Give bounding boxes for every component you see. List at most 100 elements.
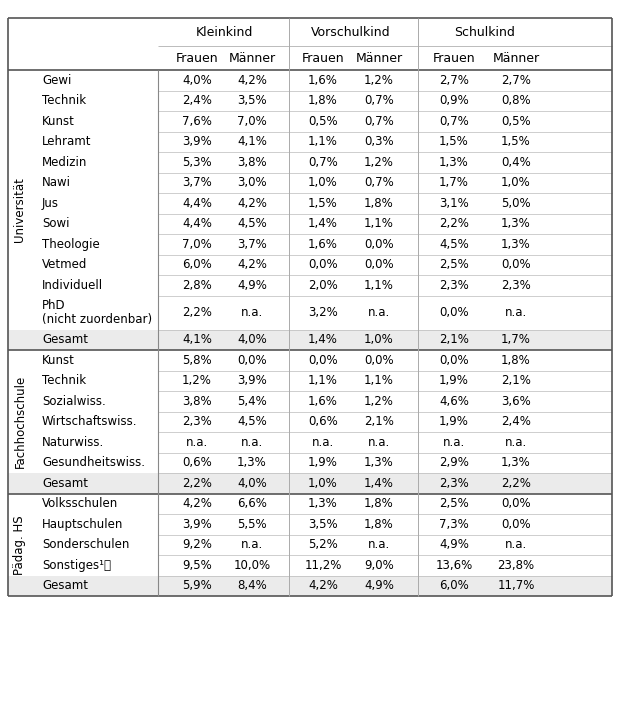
- Text: 2,2%: 2,2%: [182, 476, 212, 490]
- Text: 0,0%: 0,0%: [237, 354, 267, 367]
- Text: 9,2%: 9,2%: [182, 538, 212, 551]
- Text: Sowi: Sowi: [42, 217, 69, 230]
- Text: 2,4%: 2,4%: [501, 415, 531, 428]
- Text: 4,4%: 4,4%: [182, 197, 212, 209]
- Text: 0,6%: 0,6%: [308, 415, 338, 428]
- Text: n.a.: n.a.: [505, 436, 527, 449]
- Text: 3,2%: 3,2%: [308, 306, 338, 319]
- Text: 1,7%: 1,7%: [439, 176, 469, 190]
- Text: n.a.: n.a.: [505, 538, 527, 551]
- Text: 1,2%: 1,2%: [182, 374, 212, 387]
- Text: 1,2%: 1,2%: [364, 74, 394, 87]
- Bar: [8, 473, 612, 493]
- Text: 7,0%: 7,0%: [182, 238, 212, 251]
- Text: 23,8%: 23,8%: [497, 559, 534, 572]
- Text: 10,0%: 10,0%: [234, 559, 270, 572]
- Text: 1,1%: 1,1%: [364, 374, 394, 387]
- Text: 1,8%: 1,8%: [501, 354, 531, 367]
- Text: Fachhochschule: Fachhochschule: [14, 375, 27, 469]
- Text: 4,5%: 4,5%: [237, 415, 267, 428]
- Text: Gesamt: Gesamt: [42, 333, 88, 346]
- Text: 4,5%: 4,5%: [237, 217, 267, 230]
- Text: 1,7%: 1,7%: [501, 333, 531, 346]
- Text: 1,2%: 1,2%: [364, 395, 394, 408]
- Text: 1,8%: 1,8%: [364, 497, 394, 510]
- Text: 8,4%: 8,4%: [237, 579, 267, 592]
- Text: Individuell: Individuell: [42, 279, 103, 292]
- Text: 11,2%: 11,2%: [304, 559, 342, 572]
- Text: 2,4%: 2,4%: [182, 94, 212, 107]
- Text: Nawi: Nawi: [42, 176, 71, 190]
- Bar: [8, 329, 612, 350]
- Text: 0,0%: 0,0%: [501, 518, 531, 531]
- Text: 0,0%: 0,0%: [308, 354, 338, 367]
- Text: 2,1%: 2,1%: [364, 415, 394, 428]
- Text: 2,7%: 2,7%: [439, 74, 469, 87]
- Text: 1,9%: 1,9%: [439, 374, 469, 387]
- Text: 0,9%: 0,9%: [439, 94, 469, 107]
- Text: 7,6%: 7,6%: [182, 115, 212, 128]
- Text: 0,7%: 0,7%: [364, 176, 394, 190]
- Text: 1,3%: 1,3%: [439, 155, 469, 169]
- Text: 1,9%: 1,9%: [439, 415, 469, 428]
- Text: 0,0%: 0,0%: [501, 497, 531, 510]
- Text: 1,3%: 1,3%: [501, 238, 531, 251]
- Text: 2,5%: 2,5%: [439, 258, 469, 271]
- Text: 1,6%: 1,6%: [308, 238, 338, 251]
- Text: 3,9%: 3,9%: [182, 135, 212, 148]
- Text: 1,1%: 1,1%: [308, 374, 338, 387]
- Text: 9,5%: 9,5%: [182, 559, 212, 572]
- Text: 1,4%: 1,4%: [364, 476, 394, 490]
- Text: 0,3%: 0,3%: [364, 135, 394, 148]
- Text: Medizin: Medizin: [42, 155, 87, 169]
- Text: 0,7%: 0,7%: [364, 115, 394, 128]
- Text: 5,4%: 5,4%: [237, 395, 267, 408]
- Text: Männer: Männer: [355, 52, 402, 65]
- Text: 4,6%: 4,6%: [439, 395, 469, 408]
- Text: 2,3%: 2,3%: [501, 279, 531, 292]
- Text: 2,2%: 2,2%: [501, 476, 531, 490]
- Text: n.a.: n.a.: [368, 538, 390, 551]
- Text: Kleinkind: Kleinkind: [196, 26, 253, 38]
- Text: 0,0%: 0,0%: [308, 258, 338, 271]
- Text: Naturwiss.: Naturwiss.: [42, 436, 104, 449]
- Text: 4,9%: 4,9%: [439, 538, 469, 551]
- Text: 4,4%: 4,4%: [182, 217, 212, 230]
- Text: 1,1%: 1,1%: [308, 135, 338, 148]
- Text: Frauen: Frauen: [175, 52, 218, 65]
- Text: 0,7%: 0,7%: [364, 94, 394, 107]
- Text: 2,7%: 2,7%: [501, 74, 531, 87]
- Text: 1,3%: 1,3%: [237, 457, 267, 469]
- Text: 2,9%: 2,9%: [439, 457, 469, 469]
- Text: Volksschulen: Volksschulen: [42, 497, 118, 510]
- Text: 0,0%: 0,0%: [364, 354, 394, 367]
- Text: n.a.: n.a.: [368, 306, 390, 319]
- Text: PhD: PhD: [42, 299, 66, 312]
- Text: 3,9%: 3,9%: [237, 374, 267, 387]
- Text: Pädag. HS: Pädag. HS: [14, 515, 27, 574]
- Text: 4,0%: 4,0%: [182, 74, 212, 87]
- Text: n.a.: n.a.: [443, 436, 465, 449]
- Text: 1,5%: 1,5%: [501, 135, 531, 148]
- Text: 0,0%: 0,0%: [364, 258, 394, 271]
- Text: n.a.: n.a.: [312, 436, 334, 449]
- Text: 11,7%: 11,7%: [497, 579, 534, 592]
- Text: 3,8%: 3,8%: [182, 395, 212, 408]
- Text: 7,0%: 7,0%: [237, 115, 267, 128]
- Text: 0,8%: 0,8%: [501, 94, 531, 107]
- Text: n.a.: n.a.: [241, 436, 263, 449]
- Text: 1,5%: 1,5%: [439, 135, 469, 148]
- Text: 1,1%: 1,1%: [364, 279, 394, 292]
- Text: Gewi: Gewi: [42, 74, 71, 87]
- Text: 6,6%: 6,6%: [237, 497, 267, 510]
- Text: Gesamt: Gesamt: [42, 476, 88, 490]
- Text: 4,2%: 4,2%: [308, 579, 338, 592]
- Text: 5,3%: 5,3%: [182, 155, 212, 169]
- Text: 1,0%: 1,0%: [501, 176, 531, 190]
- Text: 4,2%: 4,2%: [237, 197, 267, 209]
- Text: 4,9%: 4,9%: [237, 279, 267, 292]
- Text: Frauen: Frauen: [433, 52, 476, 65]
- Text: 2,3%: 2,3%: [439, 279, 469, 292]
- Text: 7,3%: 7,3%: [439, 518, 469, 531]
- Text: 3,5%: 3,5%: [237, 94, 267, 107]
